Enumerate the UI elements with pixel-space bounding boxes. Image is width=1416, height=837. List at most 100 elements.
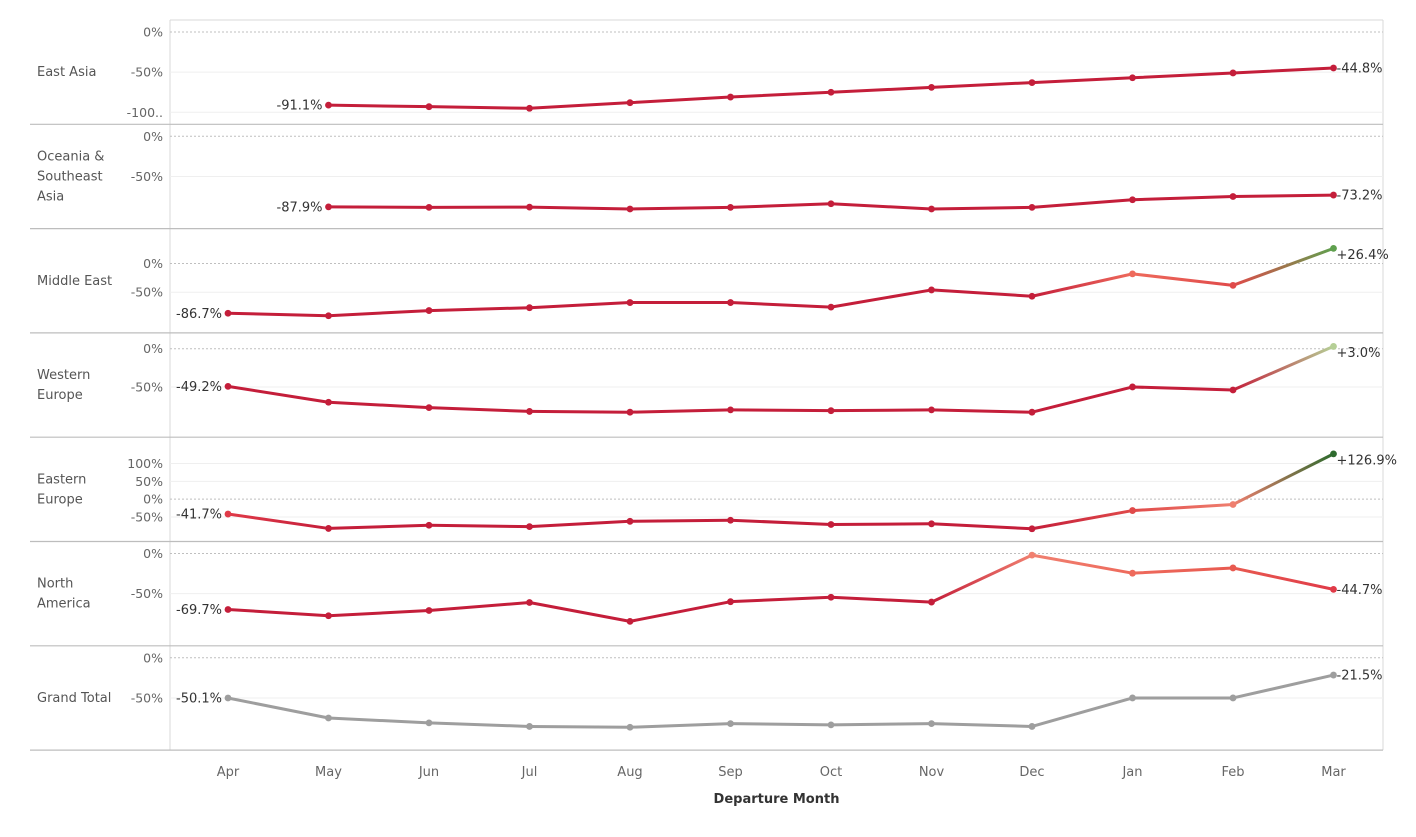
data-point-jun[interactable] [425,103,433,111]
data-point-mar[interactable] [1330,450,1337,458]
series-line-segment [427,105,531,110]
series-line-segment [930,205,1034,211]
data-point-aug[interactable] [626,723,634,731]
y-tick-label: 0% [143,129,163,144]
data-point-jan[interactable] [1129,74,1136,82]
data-point-feb[interactable] [1229,564,1237,572]
data-point-jun[interactable] [425,521,433,529]
data-point-sep[interactable] [727,516,734,524]
data-point-jun[interactable] [425,719,433,727]
data-point-jan[interactable] [1129,569,1136,577]
data-point-sep[interactable] [727,598,734,606]
data-point-jan[interactable] [1129,507,1136,514]
data-point-dec[interactable] [1028,525,1036,533]
y-tick-label: -50% [131,65,163,80]
data-point-may[interactable] [325,398,332,406]
data-point-nov[interactable] [928,406,935,414]
data-point-jun[interactable] [425,307,433,314]
data-point-dec[interactable] [1028,723,1036,730]
data-point-oct[interactable] [827,88,835,96]
data-point-sep[interactable] [727,406,734,414]
data-point-aug[interactable] [626,299,634,306]
data-point-jul[interactable] [526,599,533,606]
data-point-feb[interactable] [1229,386,1237,394]
data-point-nov[interactable] [928,84,935,91]
data-point-jul[interactable] [526,104,533,112]
data-point-may[interactable] [325,525,332,532]
data-point-jan[interactable] [1129,196,1136,204]
data-point-jun[interactable] [425,203,433,211]
data-point-mar[interactable] [1330,64,1337,72]
data-point-nov[interactable] [928,520,935,528]
series-line-segment [628,600,732,623]
data-point-oct[interactable] [827,407,835,415]
data-point-mar[interactable] [1330,671,1337,679]
data-point-oct[interactable] [827,721,835,729]
data-point-may[interactable] [325,312,332,320]
data-point-dec[interactable] [1028,203,1036,211]
series-line-segment [226,512,330,530]
data-point-oct[interactable] [827,200,835,208]
data-point-may[interactable] [325,101,332,109]
data-point-jan[interactable] [1129,270,1136,278]
series-line-segment [327,309,431,318]
data-point-sep[interactable] [727,299,734,306]
data-point-nov[interactable] [928,720,935,728]
data-point-jan[interactable] [1129,694,1136,702]
data-point-feb[interactable] [1229,193,1237,200]
series-line-segment [427,523,531,529]
data-point-feb[interactable] [1229,501,1237,508]
data-point-jul[interactable] [526,304,533,312]
data-point-sep[interactable] [727,203,734,211]
data-point-oct[interactable] [827,593,835,601]
data-point-jul[interactable] [526,523,533,531]
y-tick-label: -50% [131,379,163,394]
data-point-aug[interactable] [626,99,634,107]
data-point-oct[interactable] [827,521,835,528]
panel-middle-east: Middle East 0% -50% -86.7% +26.4% [30,245,1389,334]
data-point-mar[interactable] [1330,245,1337,252]
data-point-jan[interactable] [1129,383,1136,391]
data-point-dec[interactable] [1028,551,1036,559]
data-point-may[interactable] [325,203,332,211]
data-point-apr[interactable] [224,309,232,317]
data-point-apr[interactable] [224,694,232,702]
data-point-aug[interactable] [626,617,634,625]
row-label: Oceania & Southeast Asia [37,149,104,204]
start-value-label: -69.7% [176,603,222,618]
data-point-may[interactable] [325,612,332,620]
data-point-apr[interactable] [224,382,232,390]
data-point-dec[interactable] [1028,79,1036,86]
data-point-sep[interactable] [727,720,734,728]
data-point-may[interactable] [325,714,332,722]
data-point-feb[interactable] [1229,69,1237,77]
data-point-mar[interactable] [1330,585,1337,593]
data-point-nov[interactable] [928,598,935,606]
data-point-feb[interactable] [1229,281,1237,289]
data-point-jun[interactable] [425,404,433,412]
data-point-nov[interactable] [928,286,935,294]
data-point-mar[interactable] [1330,343,1337,350]
x-tick-label: Sep [718,765,743,780]
data-point-jul[interactable] [526,723,533,730]
data-point-jul[interactable] [526,408,533,415]
series-line-segment [628,408,732,414]
data-point-jun[interactable] [425,607,433,614]
series-line-segment [427,406,531,413]
data-point-sep[interactable] [727,93,734,101]
data-point-apr[interactable] [224,510,232,518]
data-point-oct[interactable] [827,303,835,311]
data-point-dec[interactable] [1028,292,1036,300]
end-value-label: +126.9% [1337,453,1397,468]
data-point-mar[interactable] [1330,191,1337,199]
data-point-nov[interactable] [928,205,935,213]
data-point-aug[interactable] [626,408,634,416]
data-point-aug[interactable] [626,205,634,213]
start-value-label: -41.7% [176,508,222,523]
data-point-apr[interactable] [224,606,232,613]
data-point-dec[interactable] [1028,408,1036,416]
data-point-feb[interactable] [1229,694,1237,702]
series-line-segment [427,306,531,313]
data-point-jul[interactable] [526,203,533,211]
data-point-aug[interactable] [626,517,634,525]
